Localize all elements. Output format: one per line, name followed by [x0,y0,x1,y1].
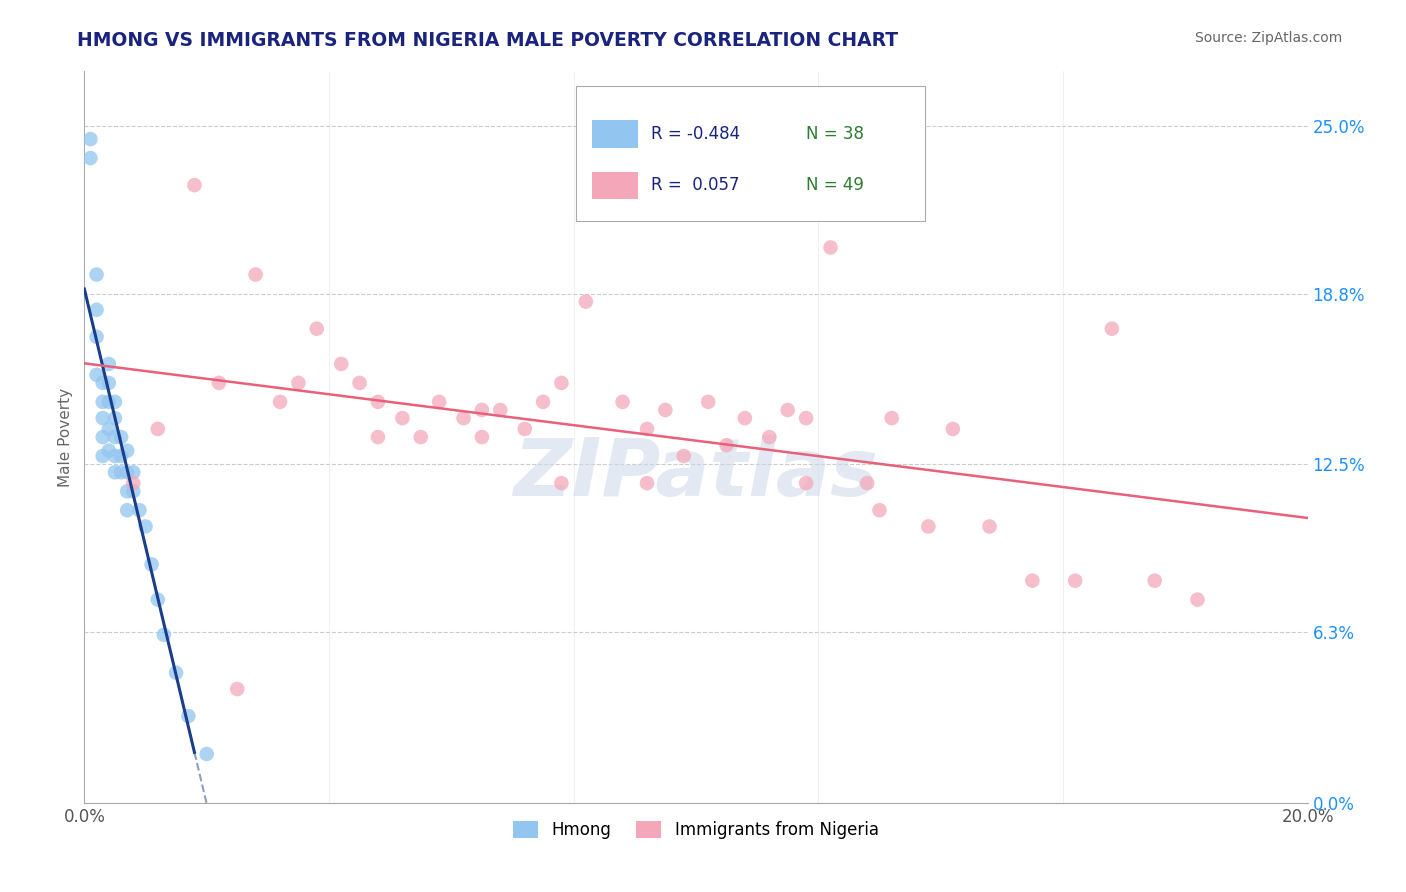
Point [97,376,120,390]
Point [654,403,676,417]
Point [1021,574,1043,588]
Point [104,430,127,444]
Point [141,558,163,572]
Point [880,411,903,425]
Point [489,403,512,417]
Point [86,368,108,382]
Point [115,443,138,458]
Point [122,484,145,499]
Point [1101,322,1123,336]
Point [86,302,108,317]
Point [305,322,328,336]
Point [550,476,572,491]
Text: Source: ZipAtlas.com: Source: ZipAtlas.com [1195,31,1343,45]
Text: N = 49: N = 49 [806,177,863,194]
Point [146,422,169,436]
Point [91,449,114,463]
Point [550,376,572,390]
Point [195,747,218,761]
Point [115,503,138,517]
Point [776,403,799,417]
Point [104,449,127,463]
Point [79,132,101,146]
Point [122,465,145,479]
Point [612,395,634,409]
Point [110,465,132,479]
Point [453,411,475,425]
Point [734,411,756,425]
Point [917,519,939,533]
Point [122,476,145,491]
Point [287,376,309,390]
Point [104,465,127,479]
Point [409,430,432,444]
Point [146,592,169,607]
Point [820,240,842,254]
Point [97,395,120,409]
Point [636,476,658,491]
Point [869,503,891,517]
Point [697,395,720,409]
Point [97,443,120,458]
Point [716,438,738,452]
Bar [592,120,638,148]
Point [86,330,108,344]
Point [104,411,127,425]
Point [110,430,132,444]
Text: R = -0.484: R = -0.484 [651,125,740,144]
Point [97,422,120,436]
Text: HMONG VS IMMIGRANTS FROM NIGERIA MALE POVERTY CORRELATION CHART: HMONG VS IMMIGRANTS FROM NIGERIA MALE PO… [77,31,898,50]
Point [269,395,291,409]
Point [942,422,965,436]
Point [91,395,114,409]
Point [758,430,780,444]
Y-axis label: Male Poverty: Male Poverty [58,387,73,487]
Point [1143,574,1166,588]
Point [349,376,371,390]
Text: ZIPatlas: ZIPatlas [513,434,879,513]
Point [471,403,494,417]
Point [226,681,249,696]
Point [115,465,138,479]
Point [1064,574,1087,588]
Point [794,476,817,491]
Point [91,411,114,425]
Point [97,357,120,371]
Point [471,430,494,444]
Point [1187,592,1209,607]
Bar [592,171,638,200]
FancyBboxPatch shape [576,86,925,221]
Legend: Hmong, Immigrants from Nigeria: Hmong, Immigrants from Nigeria [506,814,886,846]
Point [115,484,138,499]
Point [979,519,1001,533]
Point [110,449,132,463]
Point [79,151,101,165]
Point [104,395,127,409]
Point [91,430,114,444]
Point [672,449,695,463]
Point [177,709,200,723]
Point [86,268,108,282]
Point [183,178,205,193]
Point [245,268,267,282]
Point [427,395,450,409]
Point [575,294,598,309]
Point [636,422,658,436]
Point [391,411,413,425]
Point [531,395,554,409]
Point [135,519,157,533]
Point [153,628,176,642]
Point [513,422,536,436]
Point [208,376,231,390]
Point [128,503,150,517]
Text: R =  0.057: R = 0.057 [651,177,740,194]
Point [330,357,353,371]
Point [91,376,114,390]
Point [367,395,389,409]
Text: N = 38: N = 38 [806,125,865,144]
Point [856,476,879,491]
Point [165,665,187,680]
Point [367,430,389,444]
Point [794,411,817,425]
